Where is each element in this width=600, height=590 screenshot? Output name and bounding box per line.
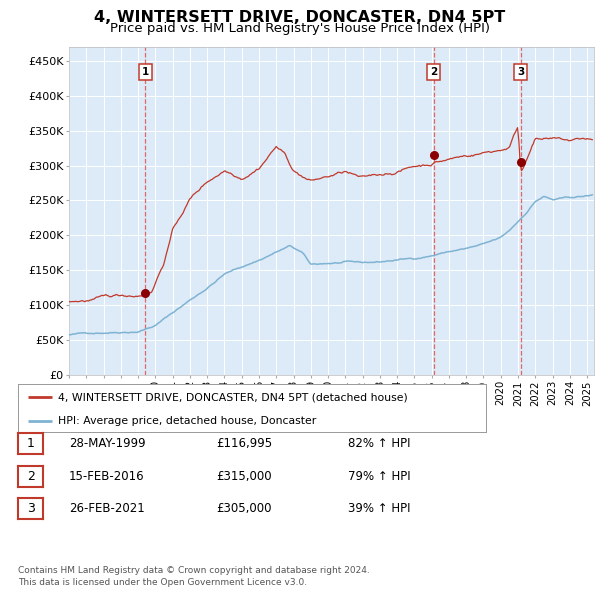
- Text: £305,000: £305,000: [216, 502, 271, 515]
- Text: 15-FEB-2016: 15-FEB-2016: [69, 470, 145, 483]
- Text: £315,000: £315,000: [216, 470, 272, 483]
- Text: 28-MAY-1999: 28-MAY-1999: [69, 437, 146, 450]
- Text: HPI: Average price, detached house, Doncaster: HPI: Average price, detached house, Donc…: [58, 416, 316, 426]
- Text: 1: 1: [142, 67, 149, 77]
- Text: 79% ↑ HPI: 79% ↑ HPI: [348, 470, 410, 483]
- Text: 3: 3: [517, 67, 524, 77]
- Text: 82% ↑ HPI: 82% ↑ HPI: [348, 437, 410, 450]
- Text: 1: 1: [26, 437, 35, 450]
- Text: 2: 2: [430, 67, 437, 77]
- Text: 39% ↑ HPI: 39% ↑ HPI: [348, 502, 410, 515]
- Text: 26-FEB-2021: 26-FEB-2021: [69, 502, 145, 515]
- Text: £116,995: £116,995: [216, 437, 272, 450]
- Text: 4, WINTERSETT DRIVE, DONCASTER, DN4 5PT (detached house): 4, WINTERSETT DRIVE, DONCASTER, DN4 5PT …: [58, 392, 407, 402]
- Text: 3: 3: [26, 502, 35, 515]
- Text: 2: 2: [26, 470, 35, 483]
- Text: Price paid vs. HM Land Registry's House Price Index (HPI): Price paid vs. HM Land Registry's House …: [110, 22, 490, 35]
- Text: 4, WINTERSETT DRIVE, DONCASTER, DN4 5PT: 4, WINTERSETT DRIVE, DONCASTER, DN4 5PT: [94, 10, 506, 25]
- Text: Contains HM Land Registry data © Crown copyright and database right 2024.
This d: Contains HM Land Registry data © Crown c…: [18, 566, 370, 587]
